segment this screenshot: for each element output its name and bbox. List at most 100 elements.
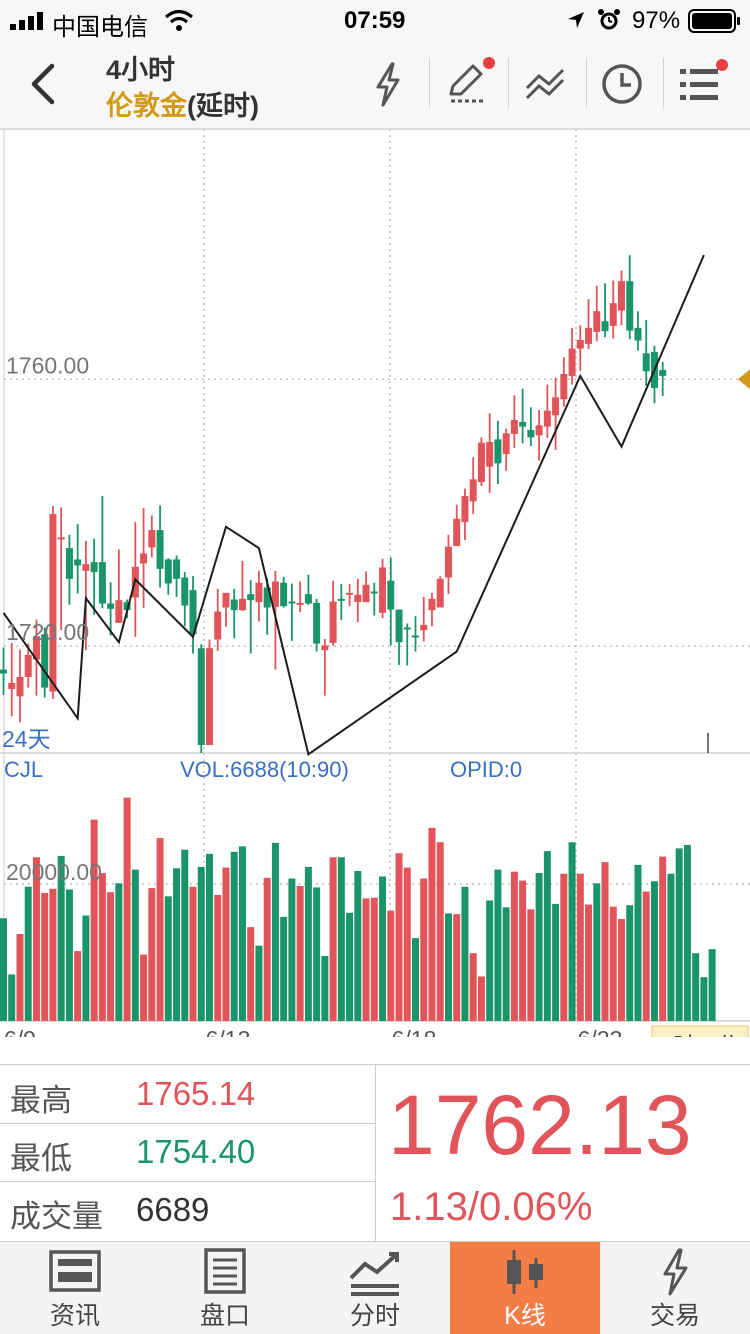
tab-kline[interactable]: K线 [450, 1242, 600, 1334]
y-tick-label: 1720.00 [6, 619, 89, 645]
alarm-icon [598, 9, 620, 30]
candle-up [271, 581, 279, 607]
period-label: 24天 [2, 726, 51, 752]
volume-bar [601, 862, 609, 1021]
candle-down [626, 281, 634, 331]
volume-bar [321, 955, 329, 1021]
clock-icon[interactable] [592, 54, 652, 114]
volume-bar [41, 892, 49, 1021]
candle-down [197, 648, 205, 745]
volume-bar [609, 906, 617, 1021]
tab-news[interactable]: 资讯 [0, 1242, 150, 1334]
volume-bar [263, 877, 271, 1021]
volume-bar [131, 869, 139, 1021]
volume-bar [296, 886, 304, 1021]
volume-indicator-label: CJL [4, 757, 43, 782]
volume-bar [659, 856, 667, 1021]
tab-label: 交易 [649, 1302, 700, 1330]
volume-bar [148, 888, 156, 1021]
tab-trade[interactable]: 交易 [600, 1242, 750, 1334]
volume-bar [197, 866, 205, 1021]
candle-down [230, 599, 238, 611]
battery-icon [688, 9, 740, 33]
candle-down [107, 603, 115, 609]
candle-up [618, 281, 625, 311]
candle-down [659, 369, 667, 376]
signal-icon [10, 12, 43, 30]
candle-up [502, 433, 510, 455]
candle-down [519, 421, 527, 427]
candle-down [181, 577, 189, 606]
stats-divider [375, 1065, 376, 1241]
candle-up [576, 339, 584, 349]
candle-down [280, 582, 288, 607]
volume-value: 6689 [136, 1191, 210, 1228]
volume-bar [560, 873, 568, 1021]
clock: 07:59 [344, 7, 406, 34]
candle-up [362, 584, 370, 603]
candle-down [304, 594, 312, 604]
candle-down [247, 594, 255, 601]
trade-icon [663, 1248, 688, 1296]
volume-bar [667, 873, 675, 1021]
indicator-icon[interactable] [515, 54, 575, 114]
low-value: 1754.40 [136, 1133, 256, 1170]
volume-bar [206, 853, 213, 1021]
nav-divider [508, 58, 509, 108]
last-price: 1762.13 [388, 1078, 692, 1172]
volume-tick-label: 20000.00 [6, 859, 102, 885]
wifi-icon [164, 9, 194, 31]
candle-up [354, 594, 362, 603]
tab-label: 盘口 [199, 1302, 250, 1330]
high-label: 最高 [10, 1083, 72, 1118]
draw-icon[interactable] [437, 54, 497, 114]
candle-up [32, 636, 40, 660]
volume-bar [634, 864, 642, 1021]
volume-bar [222, 867, 230, 1021]
candle-down [412, 635, 419, 638]
candle-up [329, 601, 337, 643]
candle-down [601, 321, 609, 332]
period-title: 4小时 [106, 55, 176, 85]
volume-bar [32, 857, 40, 1021]
instrument-title: 伦敦金(延时) [106, 84, 259, 123]
back-button[interactable] [26, 62, 62, 106]
candle-up [552, 397, 560, 416]
candle-down [263, 587, 271, 608]
volume-bar [255, 945, 263, 1021]
volume-bar [535, 873, 543, 1021]
volume-bar [387, 910, 395, 1021]
battery-percent: 97% [632, 7, 681, 34]
volume-bar [370, 897, 378, 1021]
low-row: 最低 1754.40 [0, 1123, 375, 1182]
intraday-icon [349, 1252, 399, 1296]
lightning-icon[interactable] [358, 54, 418, 114]
volume-bar [57, 855, 65, 1021]
volume-bar [238, 846, 246, 1021]
tab-orderbook[interactable]: 盘口 [150, 1242, 300, 1334]
status-bar: 中国电信 07:59 97% [0, 0, 750, 41]
volume-bar [214, 894, 222, 1021]
volume-bar [247, 927, 255, 1021]
nav-bar: 4小时 伦敦金(延时) [0, 40, 750, 129]
candle-down [403, 627, 411, 630]
candle-up [560, 373, 568, 400]
volume-bar [403, 867, 411, 1021]
candle-up [115, 600, 123, 623]
volume-bar [288, 878, 296, 1021]
quote-stats: 最高 1765.14 最低 1754.40 成交量 6689 1762.13 1… [0, 1064, 750, 1242]
kline-chart[interactable]: 1760.00 1720.00 24天 CJL VOL:6688(10:90) OPID:… [0, 129, 750, 1037]
volume-bar [90, 819, 98, 1021]
tab-intraday[interactable]: 分时 [300, 1242, 450, 1334]
x-tick-label: 6/18 [392, 1026, 437, 1037]
volume-bar [24, 886, 32, 1021]
volume-bar [173, 868, 181, 1021]
volume-bar [477, 976, 485, 1021]
volume-bar [708, 949, 716, 1021]
menu-icon[interactable] [672, 54, 732, 114]
volume-bar [683, 844, 691, 1021]
volume-bar [675, 848, 683, 1021]
volume-bar [337, 857, 345, 1021]
volume-bar [428, 827, 436, 1021]
volume-bar [642, 891, 650, 1021]
